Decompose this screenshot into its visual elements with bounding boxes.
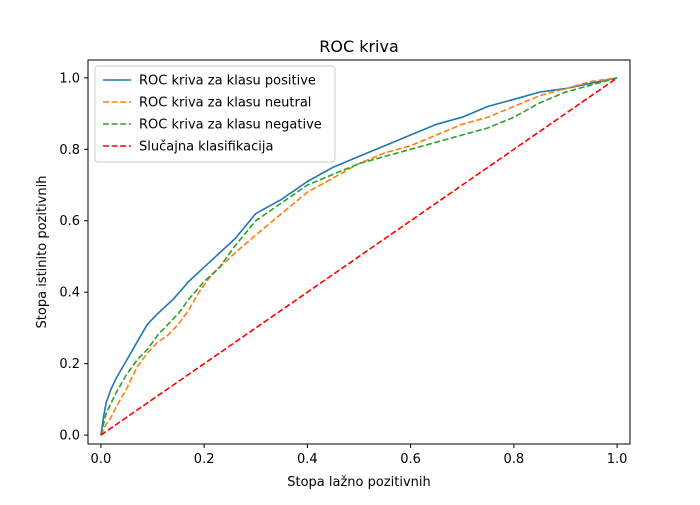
y-tick-label: 0.6	[59, 214, 80, 229]
axis-ticks: 0.0 0.2 0.4 0.6 0.8 1.0 0.0 0.2 0.4 0.6 0.8 1.0	[59, 71, 627, 467]
y-axis-label: Stopa istinito pozitivnih	[35, 176, 50, 329]
series-line-1	[100, 77, 618, 436]
legend-label: Slučajna klasifikacija	[139, 140, 273, 155]
x-tick-label: 0.0	[91, 452, 112, 467]
y-tick-label: 0.2	[59, 357, 80, 372]
x-tick-label: 0.8	[504, 452, 525, 467]
series-line-3	[100, 77, 618, 436]
x-tick-label: 1.0	[607, 452, 628, 467]
x-tick-label: 0.4	[297, 452, 318, 467]
y-tick-label: 0.0	[59, 429, 80, 444]
legend: ROC kriva za klasu positive ROC kriva za …	[94, 65, 336, 163]
chart-title: ROC kriva	[319, 37, 399, 56]
legend-label: ROC kriva za klasu neutral	[139, 96, 311, 111]
x-tick-label: 0.6	[400, 452, 421, 467]
legend-label: ROC kriva za klasu negative	[139, 118, 322, 133]
series-line-2	[100, 77, 618, 436]
x-axis-label: Stopa lažno pozitivnih	[287, 475, 431, 490]
legend-box	[94, 65, 336, 163]
y-tick-label: 1.0	[59, 71, 80, 86]
plot-frame	[87, 59, 631, 445]
legend-label: ROC kriva za klasu positive	[139, 74, 316, 89]
y-tick-label: 0.4	[59, 286, 80, 301]
series-lines	[100, 77, 618, 436]
x-tick-label: 0.2	[194, 452, 215, 467]
series-line-0	[100, 77, 618, 436]
y-tick-label: 0.8	[59, 143, 80, 158]
